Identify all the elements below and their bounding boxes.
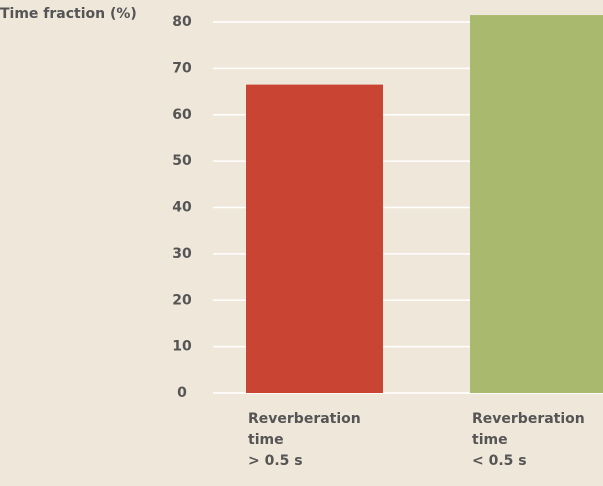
x-tick-label: Reverberation time < 0.5 s	[472, 411, 585, 469]
bar	[246, 84, 383, 393]
y-tick-label: 60	[172, 107, 192, 123]
y-tick-label: 70	[172, 60, 192, 76]
y-tick-label: 30	[172, 246, 192, 262]
y-axis-label: Time fraction (%)	[0, 6, 137, 22]
y-tick-label: 50	[172, 153, 192, 169]
x-tick-label: Reverberation time > 0.5 s	[248, 411, 361, 469]
bar	[470, 15, 603, 393]
y-tick-label: 40	[172, 200, 192, 216]
y-tick-label: 10	[172, 339, 192, 355]
y-tick-label: 0	[177, 385, 187, 401]
y-tick-label: 80	[172, 14, 192, 30]
y-tick-label: 20	[172, 292, 192, 308]
